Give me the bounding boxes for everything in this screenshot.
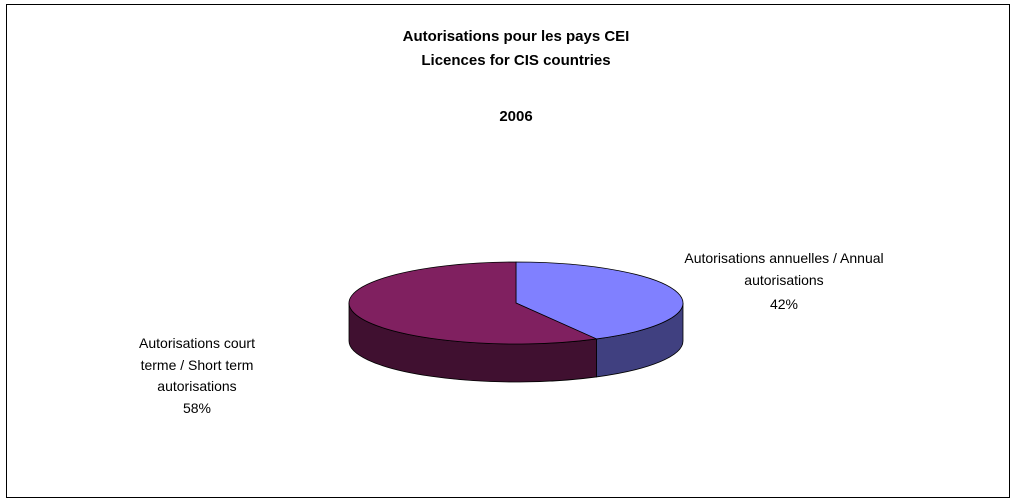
chart-title: Autorisations pour les pays CEI [403, 28, 630, 45]
slice-value-label: 58% [182, 400, 212, 416]
chart-year: 2006 [499, 108, 532, 125]
pie-slice [515, 261, 684, 340]
slice-value-label: 42% [769, 296, 799, 312]
slice-label: Autorisations annuelles / Annual autoris… [684, 250, 884, 288]
slice-label: Autorisations court terme / Short term a… [139, 335, 255, 394]
chart-frame [6, 4, 1010, 498]
pie-slice [348, 261, 598, 345]
chart-subtitle: Licences for CIS countries [421, 52, 610, 69]
